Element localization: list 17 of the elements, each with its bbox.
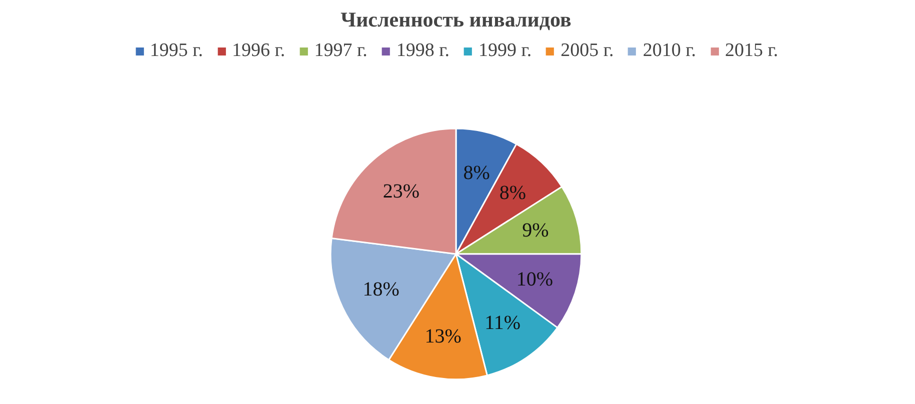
data-label: 10% bbox=[516, 268, 554, 291]
legend-label: 1996 г. bbox=[232, 40, 286, 62]
legend-label: 2010 г. bbox=[642, 40, 696, 62]
data-label: 9% bbox=[522, 220, 549, 242]
legend-label: 1997 г. bbox=[314, 40, 368, 62]
data-label: 23% bbox=[382, 180, 420, 202]
legend-label: 1999 г. bbox=[478, 40, 532, 62]
chart-title: Численность инвалидов bbox=[340, 8, 572, 32]
data-label: 8% bbox=[499, 182, 526, 204]
legend-label: 1995 г. bbox=[150, 40, 204, 62]
legend-label: 1998 г. bbox=[396, 40, 450, 62]
legend-label: 2005 г. bbox=[560, 40, 614, 62]
data-label: 18% bbox=[362, 278, 400, 300]
data-label: 11% bbox=[484, 312, 520, 334]
data-label: 13% bbox=[424, 325, 462, 348]
legend-label: 2015 г. bbox=[724, 40, 778, 62]
data-label: 8% bbox=[463, 162, 490, 184]
